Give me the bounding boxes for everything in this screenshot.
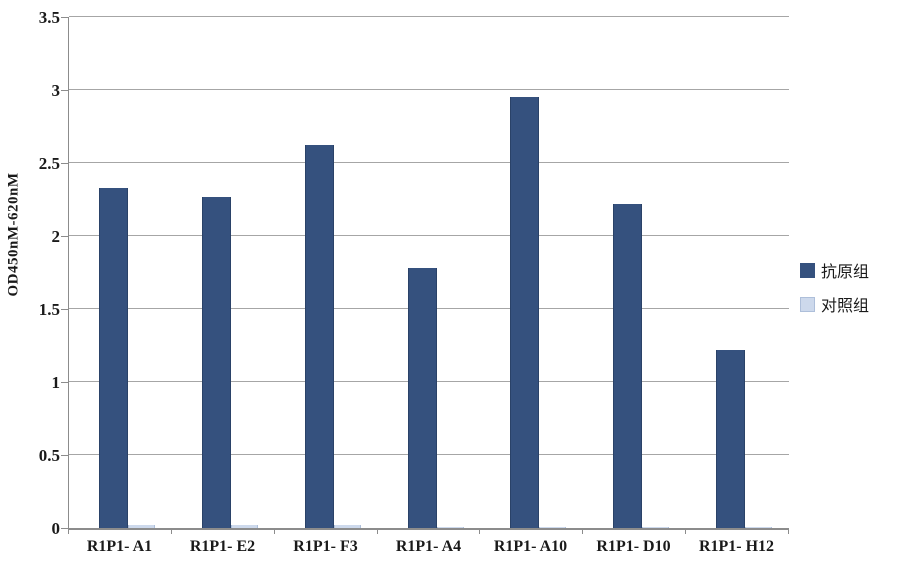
y-tick-mark (61, 90, 68, 91)
x-category-label: R1P1- A10 (493, 538, 568, 555)
y-tick-label: 1.5 (38, 300, 60, 319)
x-category-label: R1P1- H12 (698, 538, 775, 555)
y-tick-mark (61, 236, 68, 237)
antigen-bar (305, 145, 334, 528)
legend: 抗原组 对照组 (800, 258, 869, 326)
legend-swatch-antigen (800, 262, 815, 278)
x-tick-mark (171, 530, 172, 534)
legend-item-control: 对照组 (800, 292, 869, 316)
x-category-label: R1P1- E2 (189, 538, 256, 555)
control-bar (642, 527, 669, 528)
x-tick-mark (377, 530, 378, 534)
x-tick-mark (788, 530, 789, 534)
x-tick-mark (582, 530, 583, 534)
x-tick-mark (274, 530, 275, 534)
y-tick-label: 0.5 (38, 446, 60, 465)
control-bar (334, 525, 361, 528)
legend-swatch-control (800, 296, 815, 312)
antigen-bar (510, 97, 539, 528)
x-category-label: R1P1- F3 (293, 538, 358, 555)
gridline (69, 162, 789, 163)
y-tick-mark (61, 455, 68, 456)
y-tick-label: 0 (51, 519, 61, 538)
antigen-bar (99, 188, 128, 528)
gridline (69, 235, 789, 236)
y-tick-mark (61, 309, 68, 310)
x-tick-mark (685, 530, 686, 534)
y-tick-mark (61, 17, 68, 18)
x-category-label: R1P1- A4 (395, 538, 462, 555)
plot-area (68, 16, 789, 530)
gridline (69, 16, 789, 17)
x-tick-mark (68, 530, 69, 534)
y-tick-label: 1 (51, 373, 61, 392)
x-category-label: R1P1- D10 (596, 538, 671, 555)
legend-label-antigen: 抗原组 (821, 264, 870, 281)
y-tick-mark (61, 163, 68, 164)
y-tick-label: 3.5 (38, 8, 60, 27)
antigen-bar (408, 268, 437, 528)
legend-label-control: 对照组 (821, 298, 870, 315)
y-tick-label: 2 (51, 227, 61, 246)
y-tick-label: 3 (51, 81, 61, 100)
control-bar (437, 527, 464, 528)
control-bar (128, 525, 155, 528)
antigen-bar (716, 350, 745, 528)
gridline (69, 89, 789, 90)
y-tick-mark (61, 528, 68, 529)
y-tick-mark (61, 382, 68, 383)
y-tick-label: 2.5 (38, 154, 60, 173)
control-bar (231, 525, 258, 528)
antigen-bar (202, 197, 231, 528)
x-tick-mark (479, 530, 480, 534)
antigen-bar (613, 204, 642, 528)
legend-item-antigen: 抗原组 (800, 258, 869, 282)
control-bar (745, 527, 772, 528)
x-category-label: R1P1- A1 (86, 538, 153, 555)
control-bar (539, 527, 566, 528)
